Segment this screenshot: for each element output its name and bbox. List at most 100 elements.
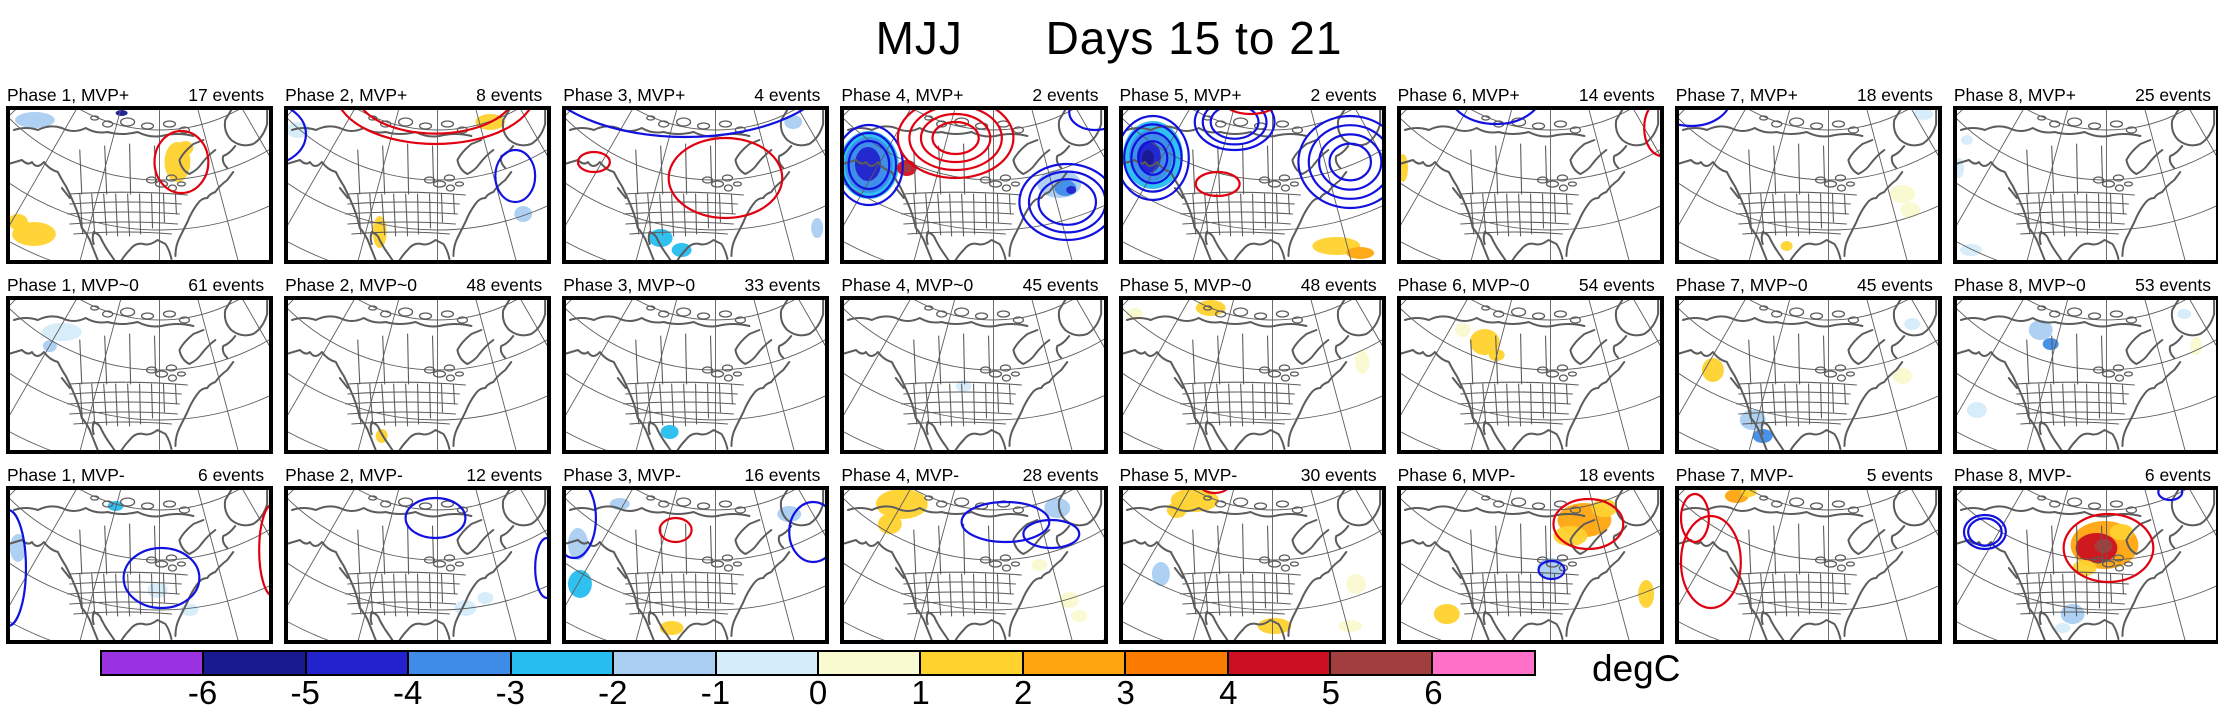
- colorbar-segment: [407, 652, 510, 674]
- anomaly-shading: [660, 425, 679, 439]
- panel-header: Phase 5, MVP- 30 events: [1119, 462, 1378, 486]
- colorbar-tick: -4: [393, 674, 423, 708]
- anomaly-shading: [1257, 618, 1291, 634]
- anomaly-shading: [477, 592, 494, 604]
- panel-label: Phase 8, MVP-: [1953, 465, 2072, 485]
- panel-event-count: 28 events: [1022, 465, 1099, 485]
- panel-event-count: 54 events: [1578, 275, 1655, 295]
- colorbar: [100, 650, 1536, 676]
- panel-event-count: 17 events: [188, 85, 265, 105]
- anomaly-contour: [897, 110, 1015, 180]
- anomaly-shading: [2028, 320, 2053, 340]
- panel-header: Phase 2, MVP+ 8 events: [284, 82, 543, 106]
- anomaly-shading: [1780, 241, 1793, 251]
- anomaly-shading: [107, 501, 124, 511]
- colorbar-tick: 6: [1424, 674, 1443, 708]
- panel-event-count: 4 events: [754, 85, 821, 105]
- panel-header: Phase 3, MVP+ 4 events: [562, 82, 821, 106]
- colorbar-area: -6 -5 -4 -3 -2 -1 0 1 2 3 4 5 6: [100, 650, 1536, 708]
- map-panel: Phase 5, MVP- 30 events: [1118, 462, 1386, 644]
- map-panel: Phase 8, MVP- 6 events: [1952, 462, 2218, 644]
- anomaly-shading: [177, 141, 194, 155]
- panel-label: Phase 5, MVP~0: [1119, 275, 1252, 295]
- panel-label: Phase 2, MVP+: [285, 85, 408, 105]
- anomaly-shading: [14, 112, 55, 128]
- map-canvas: [840, 486, 1108, 644]
- anomaly-contour: [1317, 133, 1382, 191]
- panel-label: Phase 5, MVP+: [1119, 85, 1242, 105]
- anomaly-shading: [955, 380, 972, 392]
- panel-label: Phase 4, MVP+: [841, 85, 964, 105]
- anomaly-contour: [1122, 114, 1190, 202]
- map-panel: Phase 2, MVP~0 48 events: [284, 272, 552, 454]
- anomaly-contour: [844, 123, 905, 207]
- anomaly-shading: [1066, 186, 1077, 194]
- map-panel: Phase 3, MVP~0 33 events: [562, 272, 830, 454]
- map-panel: Phase 7, MVP~0 45 events: [1674, 272, 1942, 454]
- anomaly-shading: [1337, 620, 1362, 632]
- map-panel: Phase 6, MVP- 18 events: [1396, 462, 1664, 644]
- map-canvas: [6, 106, 274, 264]
- anomaly-shading: [1469, 329, 1500, 355]
- anomaly-shading: [1892, 368, 1912, 384]
- basemap: [288, 490, 548, 640]
- panel-header: Phase 4, MVP- 28 events: [840, 462, 1099, 486]
- anomaly-shading: [1752, 429, 1773, 443]
- colorbar-segment: [1124, 652, 1227, 674]
- panel-label: Phase 7, MVP+: [1675, 85, 1798, 105]
- colorbar-segment: [816, 652, 920, 674]
- basemap: [1678, 490, 1938, 640]
- colorbar-segment: [304, 652, 408, 674]
- panel-event-count: 33 events: [744, 275, 821, 295]
- map-canvas: [1952, 106, 2218, 264]
- panel-header: Phase 8, MVP- 6 events: [1953, 462, 2212, 486]
- map-panel: Phase 8, MVP~0 53 events: [1952, 272, 2218, 454]
- panel-label: Phase 2, MVP-: [285, 465, 403, 485]
- panel-header: Phase 7, MVP- 5 events: [1675, 462, 1934, 486]
- basemap: [288, 300, 548, 450]
- panel-event-count: 6 events: [197, 465, 265, 485]
- panel-event-count: 30 events: [1300, 465, 1377, 485]
- panel-header: Phase 4, MVP~0 45 events: [840, 272, 1099, 296]
- anomaly-shading: [1454, 323, 1471, 337]
- panel-label: Phase 6, MVP~0: [1397, 275, 1530, 295]
- basemap: [288, 110, 548, 260]
- map-panel: Phase 1, MVP- 6 events: [6, 462, 274, 644]
- anomaly-contour: [1552, 497, 1624, 551]
- panel-label: Phase 8, MVP~0: [1953, 275, 2086, 295]
- colorbar-tick: 5: [1321, 674, 1341, 708]
- map-canvas: [284, 296, 552, 454]
- map-canvas: [840, 296, 1108, 454]
- panel-event-count: 18 events: [1856, 85, 1933, 105]
- anomaly-contour: [288, 110, 308, 162]
- anomaly-shading: [10, 214, 28, 230]
- anomaly-contour: [658, 516, 693, 544]
- anomaly-contour: [122, 546, 201, 610]
- anomaly-shading: [1889, 185, 1915, 203]
- basemap: [844, 300, 1104, 450]
- map-panel: Phase 1, MVP+ 17 events: [6, 82, 274, 264]
- anomaly-contour: [1962, 513, 2007, 551]
- basemap: [566, 300, 826, 450]
- map-canvas: [1952, 296, 2218, 454]
- panel-event-count: 61 events: [188, 275, 265, 295]
- map-canvas: [840, 106, 1108, 264]
- map-canvas: [1674, 486, 1942, 644]
- anomaly-contour: [1201, 490, 1228, 495]
- colorbar-tick: 2: [1013, 674, 1033, 708]
- map-canvas: [1396, 296, 1664, 454]
- anomaly-shading: [1400, 154, 1408, 182]
- panel-header: Phase 6, MVP+ 14 events: [1397, 82, 1656, 106]
- anomaly-contour: [1194, 170, 1241, 198]
- anomaly-shading: [1960, 135, 1973, 145]
- anomaly-contour: [1022, 518, 1081, 550]
- panel-label: Phase 2, MVP~0: [285, 275, 417, 295]
- anomaly-contour: [1296, 114, 1382, 210]
- anomaly-contour: [1642, 110, 1660, 157]
- anomaly-contour: [1228, 110, 1272, 116]
- panel-event-count: 45 events: [1022, 275, 1099, 295]
- anomaly-shading: [878, 514, 903, 534]
- basemap: [566, 110, 826, 260]
- map-canvas: [1674, 296, 1942, 454]
- panel-event-count: 18 events: [1578, 465, 1655, 485]
